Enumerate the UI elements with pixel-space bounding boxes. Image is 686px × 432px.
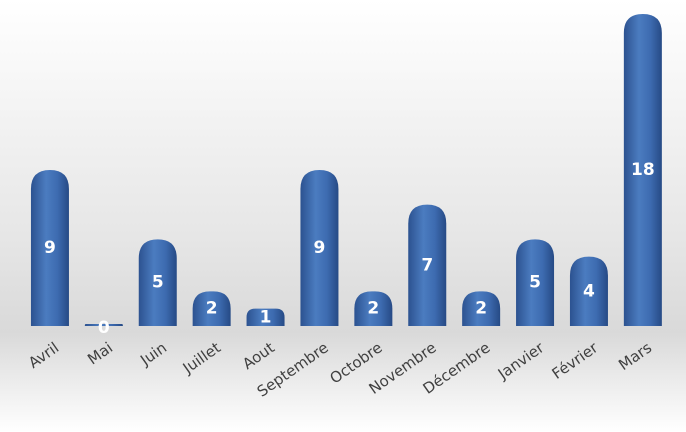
value-label-mars: 18 (631, 160, 655, 180)
value-label-aout: 1 (260, 307, 272, 327)
value-label-juillet: 2 (206, 299, 218, 319)
bar-mars (623, 14, 662, 326)
bar-décembre (462, 291, 501, 326)
bar-janvier (516, 239, 555, 326)
value-label-octobre: 2 (367, 299, 379, 319)
value-label-janvier: 5 (529, 273, 541, 293)
value-label-février: 4 (583, 281, 595, 301)
value-label-décembre: 2 (475, 299, 487, 319)
value-label-avril: 9 (44, 238, 56, 258)
bar-novembre (408, 204, 447, 326)
bar-octobre (354, 291, 393, 326)
bar-series (30, 14, 662, 326)
bar-février (569, 256, 608, 326)
value-label-novembre: 7 (421, 255, 433, 275)
bar-aout (246, 308, 285, 326)
value-label-septembre: 9 (314, 238, 326, 258)
bar-juin (138, 239, 177, 326)
value-label-mai: 0 (98, 318, 110, 338)
bar-septembre (300, 170, 339, 326)
bar-mai (84, 324, 123, 326)
bar-avril (30, 170, 69, 326)
value-label-juin: 5 (152, 273, 164, 293)
bar-juillet (192, 291, 231, 326)
value-labels: 9 0 5 2 1 9 2 7 2 5 4 18 (44, 160, 655, 338)
